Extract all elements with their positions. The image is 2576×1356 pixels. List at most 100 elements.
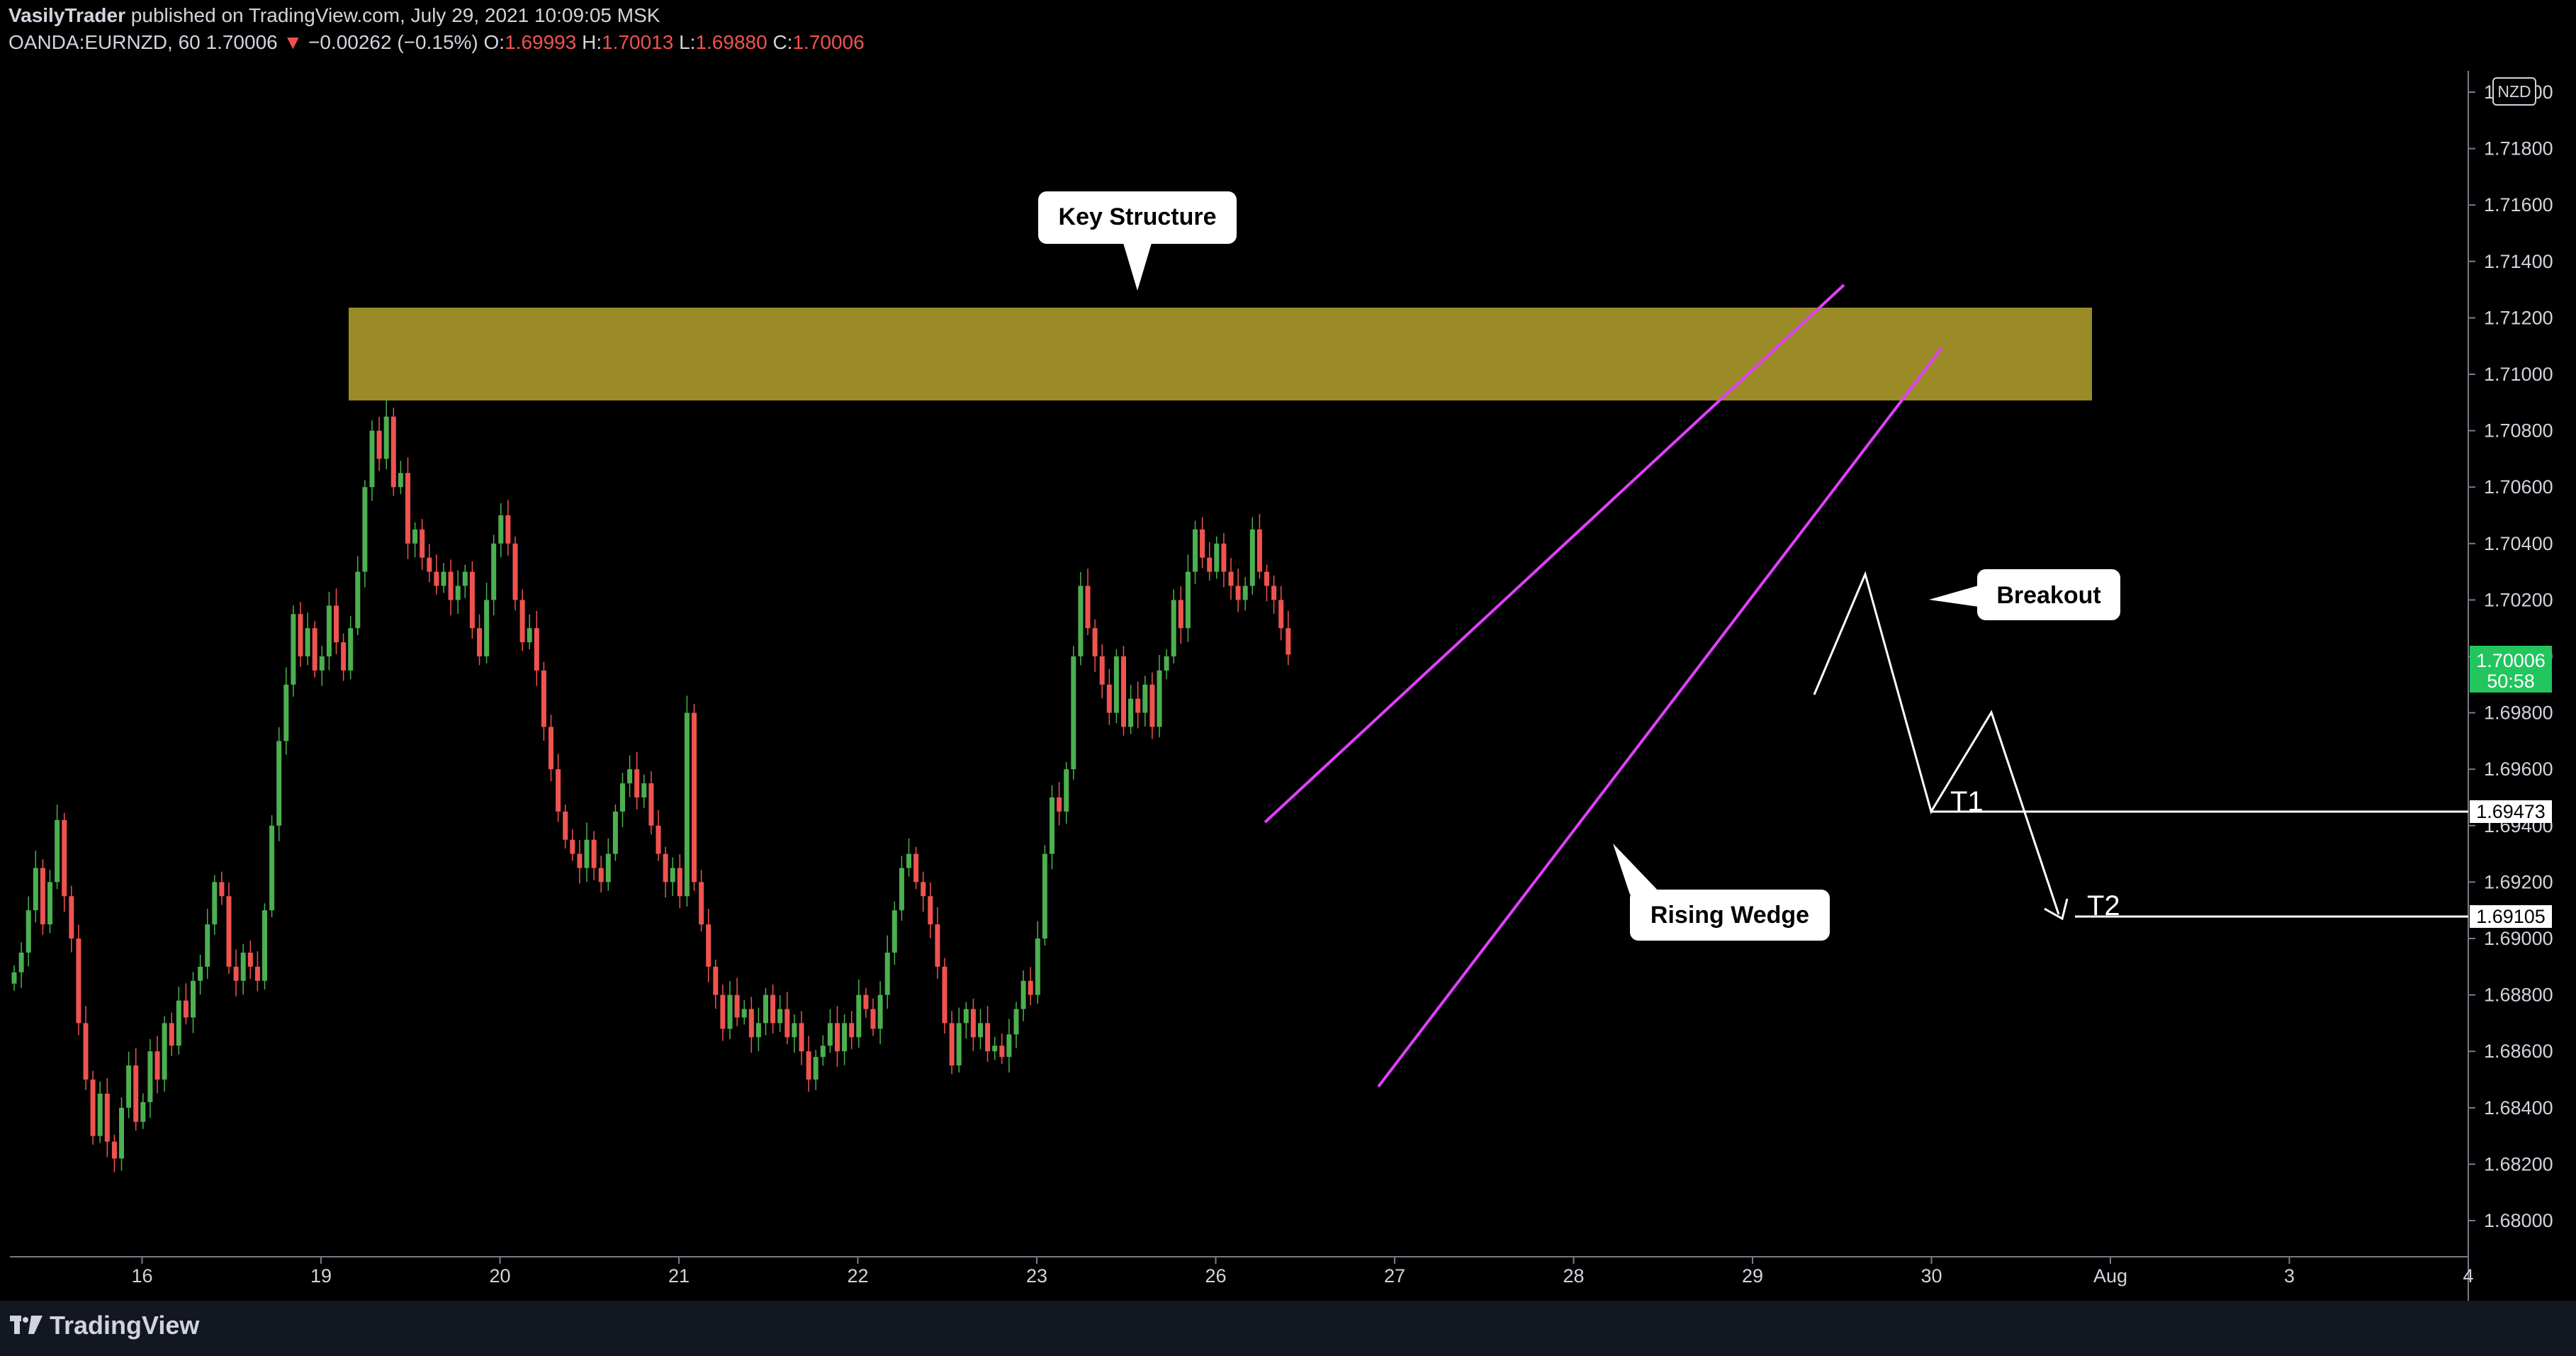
time-axis[interactable]: 16 19 20 21 22 23 26 27 28 29 30 Aug 3 4 (131, 1257, 2474, 1287)
candle-body (892, 910, 897, 953)
rising-wedge-callout[interactable]: Rising Wedge (1613, 844, 1830, 941)
candle-body (1064, 769, 1069, 812)
candle-body (856, 994, 862, 1038)
low-label: L: (679, 31, 696, 53)
breakout-callout[interactable]: Breakout (1929, 569, 2120, 620)
candle-body (111, 1141, 117, 1159)
candle-body (549, 727, 553, 770)
candle-body (1006, 1034, 1012, 1058)
candle-body (799, 1023, 804, 1052)
candle-body (1171, 600, 1176, 656)
candle-body (663, 853, 668, 882)
low-value: 1.69880 (695, 31, 767, 53)
candle-body (634, 769, 640, 797)
key-structure-zone[interactable] (349, 308, 2092, 400)
open-label: O: (483, 31, 505, 53)
candle-body (963, 1009, 969, 1024)
candle-body (147, 1051, 153, 1102)
price-tick-label: 1.71600 (2484, 194, 2553, 215)
candle-body (541, 670, 546, 727)
candle-body (556, 769, 561, 812)
candle-body (405, 473, 410, 544)
candle-body (40, 868, 45, 925)
candle-body (763, 994, 768, 1024)
candle-body (699, 882, 704, 925)
candle-body (770, 994, 776, 1024)
t2-label: T2 (2087, 890, 2120, 921)
candle-body (1286, 628, 1291, 655)
close-label: C: (772, 31, 793, 53)
t2-price-tag[interactable]: 1.69105 (2470, 905, 2552, 928)
candle-body (1264, 571, 1269, 586)
candle-body (713, 966, 719, 995)
candle-body (26, 910, 31, 953)
high-value: 1.70013 (602, 31, 674, 53)
candle-body (247, 952, 253, 967)
candle-body (1149, 684, 1155, 727)
candle-body (584, 839, 590, 868)
price-change: −0.00262 (−0.15%) (308, 31, 478, 53)
candle-body (620, 783, 625, 812)
candle-body (706, 924, 712, 967)
candle-body (119, 1107, 124, 1159)
candle-body (1128, 698, 1134, 727)
candle-body (534, 628, 539, 671)
projection-path[interactable] (1813, 571, 2060, 915)
candlestick-series (11, 399, 1291, 1172)
ohlc-line: OANDA:EURNZD, 60 1.70006 ▼ −0.00262 (−0.… (9, 31, 865, 54)
time-tick-label: 27 (1384, 1265, 1405, 1287)
candle-body (727, 994, 733, 1029)
candle-body (427, 557, 432, 572)
time-tick-label: 16 (131, 1265, 152, 1287)
bar-timer: 50:58 (2487, 671, 2535, 692)
candle-body (18, 952, 24, 973)
candle-body (792, 1023, 797, 1038)
candle-body (956, 1023, 962, 1066)
price-tick-label: 1.70400 (2484, 533, 2553, 554)
tradingview-brand: TradingView (50, 1311, 200, 1340)
candle-body (369, 430, 375, 488)
time-tick-label: 21 (668, 1265, 690, 1287)
candle-body (1092, 628, 1098, 656)
last-price-tag[interactable]: 1.70006 50:58 (2470, 646, 2552, 693)
candle-body (863, 994, 869, 1009)
candle-body (233, 966, 239, 981)
candle-body (670, 868, 675, 882)
footer-bar: TradingView (0, 1301, 2576, 1356)
candle-body (1193, 529, 1198, 572)
candle-body (1278, 600, 1284, 629)
wedge-upper-line[interactable] (1264, 284, 1845, 824)
candle-body (191, 980, 196, 1018)
symbol-label[interactable]: OANDA:EURNZD, 60 (9, 31, 201, 53)
author-name[interactable]: VasilyTrader (9, 4, 126, 26)
candle-body (1142, 684, 1148, 713)
candle-body (348, 628, 354, 671)
candle-body (254, 966, 260, 981)
candle-body (1271, 585, 1277, 600)
candle-body (11, 972, 17, 984)
candle-body (842, 1023, 848, 1052)
tradingview-logo[interactable]: TradingView (10, 1311, 199, 1340)
candle-body (341, 642, 347, 671)
candle-body (376, 430, 382, 459)
currency-badge[interactable]: NZD (2492, 77, 2536, 106)
candle-body (126, 1065, 132, 1108)
candle-body (133, 1065, 139, 1122)
candle-body (448, 571, 454, 600)
candle-body (755, 1023, 761, 1038)
key-structure-callout[interactable]: Key Structure (1038, 191, 1237, 291)
wedge-lower-line[interactable] (1377, 347, 1943, 1088)
candle-body (183, 1000, 189, 1018)
candle-body (420, 529, 425, 558)
candle-body (999, 1046, 1005, 1058)
breakout-label: Breakout (1996, 582, 2100, 609)
candle-body (47, 882, 52, 925)
price-chart[interactable]: 1.720001.718001.716001.714001.712001.710… (0, 0, 2576, 1301)
candle-body (849, 1023, 855, 1038)
t1-price-tag[interactable]: 1.69473 (2470, 800, 2552, 823)
candle-body (83, 1023, 89, 1080)
candle-body (291, 614, 296, 685)
last-price-tag-value: 1.70006 (2476, 650, 2546, 671)
candle-body (76, 938, 81, 1024)
candle-body (198, 966, 203, 981)
